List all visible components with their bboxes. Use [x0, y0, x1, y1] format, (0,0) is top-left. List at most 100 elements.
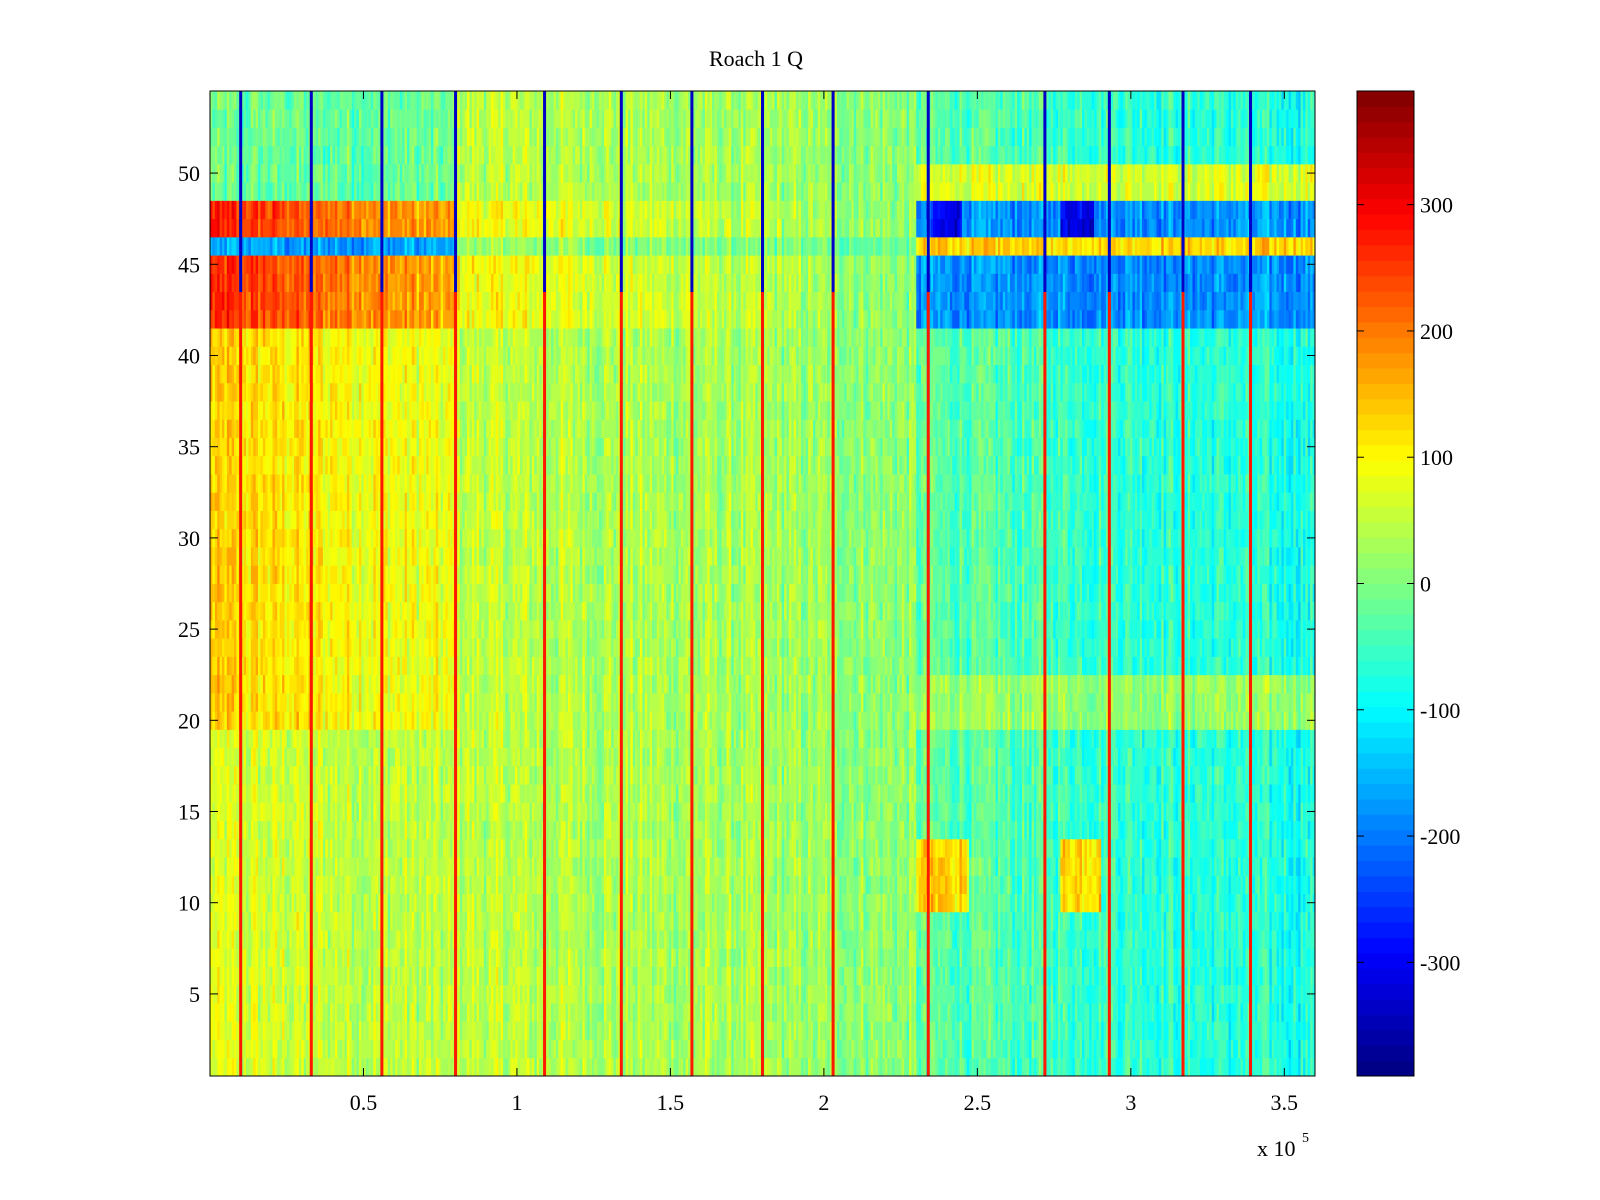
heatmap-cell: [1206, 1003, 1210, 1022]
heatmap-cell: [1173, 948, 1177, 967]
heatmap-cell: [952, 911, 956, 931]
heatmap-cell: [1158, 1003, 1162, 1022]
heatmap-cell: [1278, 1003, 1282, 1022]
heatmap-cell: [680, 1057, 684, 1076]
heatmap-cell: [1029, 1039, 1032, 1059]
heatmap-cell: [392, 966, 396, 986]
heatmap-cell: [764, 911, 768, 931]
heatmap-cell: [978, 1003, 982, 1022]
heatmap-cell: [1190, 930, 1193, 949]
heatmap-cell: [805, 875, 809, 894]
heatmap-cell: [565, 911, 569, 931]
heatmap-cell: [1262, 1039, 1265, 1059]
heatmap-cell: [714, 930, 718, 949]
heatmap-cell: [529, 1039, 533, 1059]
heatmap-cell: [820, 893, 823, 913]
heatmap-cell: [575, 984, 578, 1004]
heatmap-cell: [342, 930, 345, 949]
heatmap-cell: [392, 930, 396, 949]
heatmap-cell: [692, 1003, 696, 1022]
heatmap-cell: [1057, 875, 1061, 894]
heatmap-cell: [258, 966, 261, 986]
heatmap-cell: [719, 966, 723, 986]
heatmap-cell: [589, 1003, 593, 1022]
heatmap-cell: [1298, 930, 1301, 949]
heatmap-cell: [752, 1021, 756, 1040]
heatmap-cell: [961, 911, 965, 931]
heatmap-cell: [471, 1057, 475, 1076]
heatmap-cell: [471, 966, 475, 986]
heatmap-cell: [901, 984, 905, 1004]
heatmap-cell: [666, 948, 670, 967]
heatmap-cell: [1002, 930, 1006, 949]
heatmap-cell: [378, 1057, 381, 1076]
heatmap-cell: [399, 1057, 403, 1076]
heatmap-cell: [827, 875, 831, 894]
heatmap-cell: [615, 930, 619, 949]
heatmap-cell: [481, 1021, 485, 1040]
heatmap-cell: [743, 1039, 747, 1059]
heatmap-cell: [411, 893, 415, 913]
heatmap-cell: [416, 911, 420, 931]
heatmap-cell: [647, 875, 650, 894]
heatmap-cell: [243, 875, 247, 894]
heatmap-cell: [1014, 930, 1018, 949]
heatmap-cell: [961, 984, 965, 1004]
heatmap-cell: [1019, 966, 1023, 986]
heatmap-cell: [1019, 984, 1023, 1004]
heatmap-cell: [1031, 1003, 1035, 1022]
heatmap-cell: [1254, 984, 1258, 1004]
heatmap-cell: [539, 1003, 542, 1022]
heatmap-cell: [1091, 911, 1095, 931]
heatmap-cell: [491, 948, 494, 967]
heatmap-cell: [954, 930, 958, 949]
heatmap-cell: [613, 930, 617, 949]
heatmap-cell: [270, 930, 273, 949]
heatmap-cell: [255, 1039, 259, 1059]
heatmap-cell: [515, 1021, 518, 1040]
heatmap-cell: [1281, 1003, 1285, 1022]
heatmap-cell: [959, 893, 963, 913]
heatmap-cell: [957, 930, 960, 949]
heatmap-cell: [664, 911, 667, 931]
heatmap-cell: [671, 1021, 675, 1040]
heatmap-cell: [812, 911, 816, 931]
heatmap-cell: [510, 911, 514, 931]
heatmap-cell: [772, 1021, 775, 1040]
heatmap-cell: [464, 875, 468, 894]
heatmap-cell: [337, 1021, 341, 1040]
heatmap-cell: [517, 1039, 521, 1059]
heatmap-cell: [839, 966, 843, 986]
heatmap-cell: [361, 1003, 365, 1022]
heatmap-cell: [743, 911, 747, 931]
heatmap-cell: [791, 1039, 795, 1059]
heatmap-cell: [234, 911, 237, 931]
heatmap-cell: [231, 984, 235, 1004]
heatmap-cell: [1271, 1039, 1275, 1059]
heatmap-cell: [418, 948, 422, 967]
heatmap-cell: [423, 984, 427, 1004]
heatmap-cell: [736, 948, 739, 967]
heatmap-cell: [1233, 1021, 1237, 1040]
heatmap-cell: [1050, 1021, 1054, 1040]
heatmap-cell: [707, 875, 711, 894]
heatmap-cell: [678, 930, 682, 949]
heatmap-cell: [1238, 1003, 1241, 1022]
heatmap-cell: [1036, 1021, 1040, 1040]
heatmap-cell: [1091, 984, 1095, 1004]
heatmap-cell: [1158, 966, 1162, 986]
heatmap-cell: [1216, 1039, 1220, 1059]
heatmap-cell: [1154, 875, 1157, 894]
heatmap-cell: [567, 875, 571, 894]
heatmap-cell: [536, 893, 540, 913]
heatmap-cell: [282, 930, 285, 949]
heatmap-cell: [1178, 948, 1181, 967]
heatmap-cell: [570, 930, 574, 949]
heatmap-cell: [1146, 966, 1150, 986]
heatmap-cell: [644, 893, 648, 913]
heatmap-cell: [1050, 1039, 1054, 1059]
heatmap-cell: [344, 984, 348, 1004]
heatmap-cell: [1197, 893, 1201, 913]
heatmap-cell: [1211, 893, 1215, 913]
heatmap-cell: [445, 1003, 449, 1022]
